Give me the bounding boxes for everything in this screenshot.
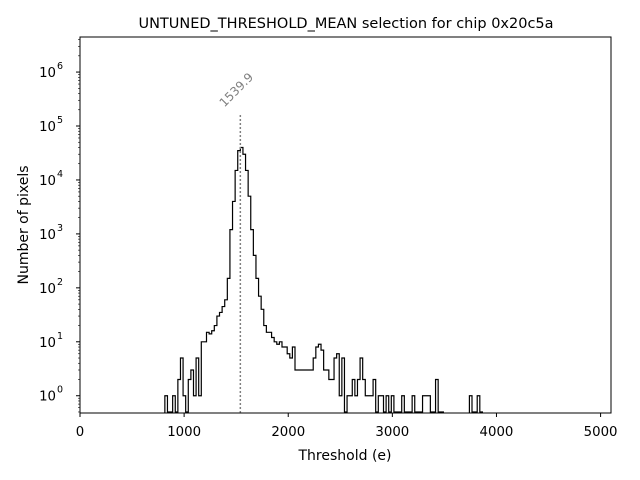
y-tick-exponent: 5 — [57, 115, 63, 126]
y-tick-exponent: 2 — [57, 277, 63, 288]
histogram-series — [164, 146, 484, 413]
y-tick-exponent: 4 — [57, 169, 63, 180]
y-tick-exponent: 1 — [57, 331, 63, 342]
x-axis-label: Threshold (e) — [298, 448, 392, 464]
chart-title: UNTUNED_THRESHOLD_MEAN selection for chi… — [138, 16, 553, 32]
x-axis: 0 1000 2000 3000 4000 5000 — [76, 413, 618, 440]
x-tick-label: 4000 — [480, 425, 514, 440]
y-axis-label: Number of pixels — [16, 165, 32, 284]
y-tick-label: 10 — [39, 120, 56, 135]
y-tick-exponent: 3 — [57, 223, 63, 234]
y-tick-label: 10 — [39, 282, 56, 297]
y-tick-label: 10 — [39, 174, 56, 189]
y-tick-label: 10 — [39, 336, 56, 351]
y-tick-exponent: 0 — [57, 385, 63, 396]
y-tick-label: 10 — [39, 228, 56, 243]
axes-frame — [79, 36, 612, 414]
y-tick-label: 10 — [39, 390, 56, 405]
x-tick-label: 5000 — [584, 425, 618, 440]
y-tick-exponent: 6 — [57, 61, 63, 72]
x-tick-label: 1000 — [167, 425, 201, 440]
x-tick-label: 2000 — [271, 425, 305, 440]
y-tick-label: 10 — [39, 66, 56, 81]
x-tick-label: 0 — [76, 425, 84, 440]
x-tick-label: 3000 — [375, 425, 409, 440]
